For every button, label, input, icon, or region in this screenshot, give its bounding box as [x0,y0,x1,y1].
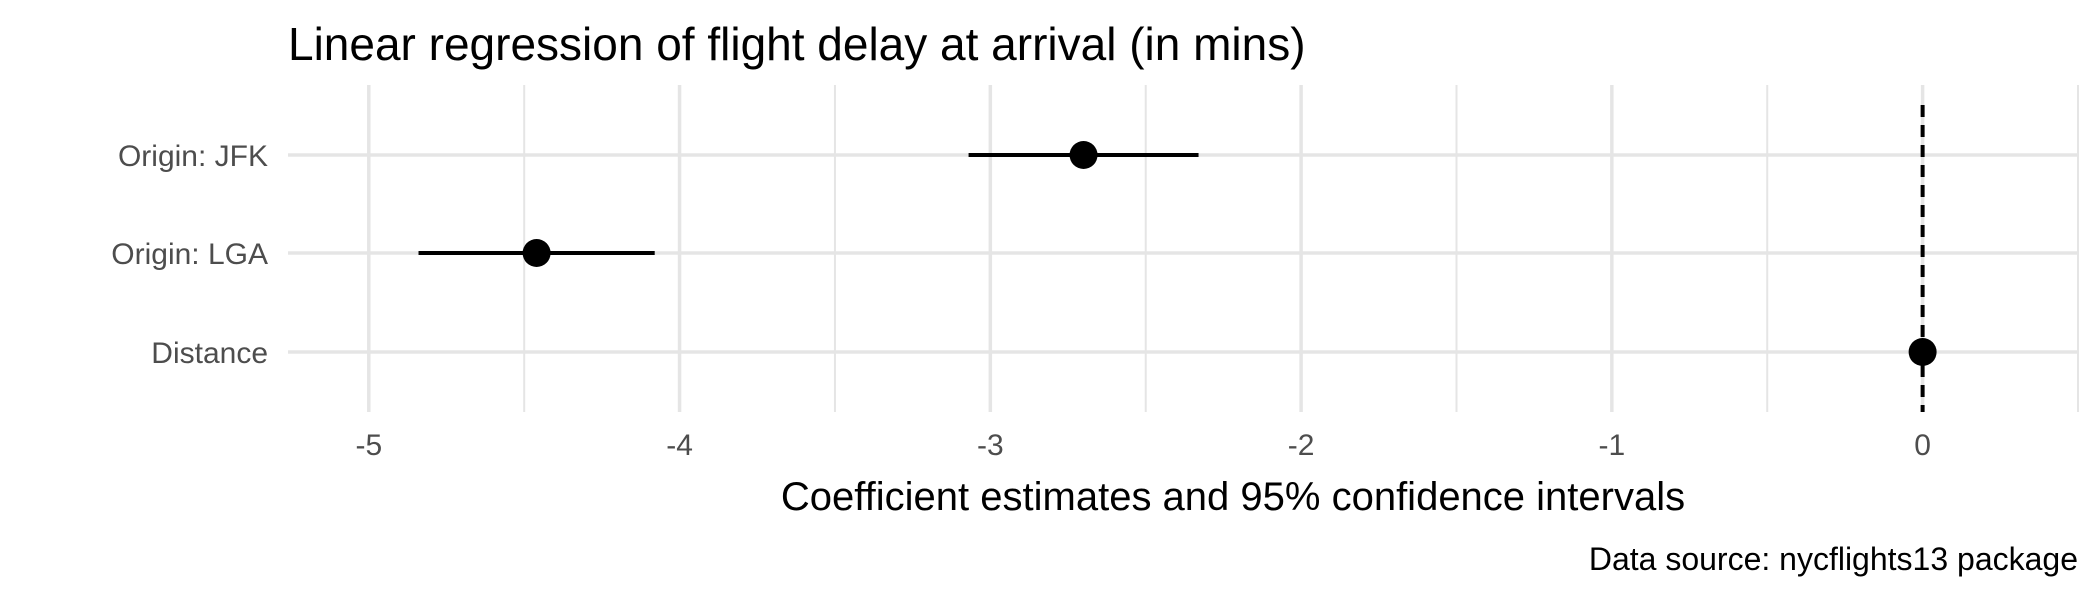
x-tick-label: 0 [1914,429,1931,462]
x-tick-label: -1 [1599,429,1626,462]
data-source-caption: Data source: nycflights13 package [1589,541,2078,577]
estimate-point [1069,141,1098,169]
gridlines [288,85,2079,412]
y-tick-labels: Origin: JFK Origin: LGA Distance [111,140,268,370]
x-tick-label: -4 [666,429,693,462]
x-tick-label: -3 [977,429,1004,462]
x-tick-labels: -5 -4 -3 -2 -1 0 [355,429,1931,462]
x-tick-label: -5 [355,429,382,462]
y-tick-label: Origin: JFK [118,140,268,173]
chart-title: Linear regression of flight delay at arr… [288,18,1306,70]
y-tick-label: Origin: LGA [111,238,268,271]
estimate-point [1908,338,1937,366]
points [522,141,1937,366]
x-axis-label: Coefficient estimates and 95% confidence… [781,475,1685,519]
y-tick-label: Distance [151,337,268,370]
x-tick-label: -2 [1288,429,1315,462]
estimate-point [522,239,551,267]
